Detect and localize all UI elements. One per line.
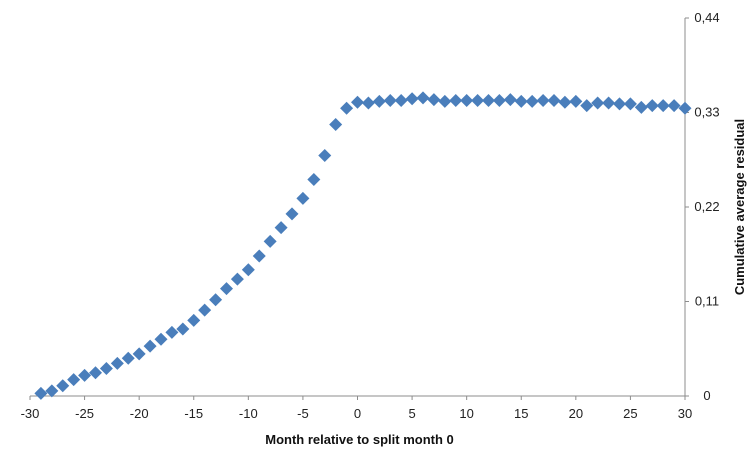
data-point bbox=[416, 91, 430, 105]
data-point bbox=[634, 100, 648, 114]
data-point bbox=[78, 368, 92, 382]
data-point bbox=[645, 99, 659, 113]
data-point bbox=[165, 325, 179, 339]
data-points bbox=[34, 91, 692, 400]
x-tick-label: 20 bbox=[569, 406, 583, 421]
data-point bbox=[67, 373, 81, 387]
data-point bbox=[318, 148, 332, 162]
data-point bbox=[252, 249, 266, 263]
data-point bbox=[427, 93, 441, 107]
data-point bbox=[121, 351, 135, 365]
data-point bbox=[132, 347, 146, 361]
data-point bbox=[394, 93, 408, 107]
x-tick-label: 25 bbox=[623, 406, 637, 421]
y-axis-tick-labels: 0 0,11 0,22 0,33 0,44 bbox=[694, 10, 719, 403]
data-point bbox=[514, 94, 528, 108]
x-tick-label: -10 bbox=[239, 406, 258, 421]
y-tick-label: 0,44 bbox=[694, 10, 719, 25]
data-point bbox=[263, 234, 277, 248]
data-point bbox=[89, 366, 102, 380]
data-point bbox=[471, 93, 485, 107]
data-point bbox=[656, 99, 670, 113]
y-tick-label: 0,22 bbox=[694, 199, 719, 214]
data-point bbox=[492, 93, 506, 107]
x-tick-label: -15 bbox=[184, 406, 203, 421]
y-tick-label: 0,33 bbox=[694, 105, 719, 120]
axes bbox=[29, 17, 689, 400]
x-axis-title: Month relative to split month 0 bbox=[265, 432, 454, 447]
x-tick-label: 15 bbox=[514, 406, 528, 421]
data-point bbox=[667, 99, 681, 113]
data-point bbox=[154, 332, 168, 346]
data-point bbox=[383, 93, 397, 107]
data-point bbox=[209, 293, 223, 307]
data-point bbox=[623, 97, 637, 111]
data-point bbox=[591, 96, 605, 110]
data-point bbox=[296, 191, 310, 205]
data-point bbox=[241, 263, 255, 277]
data-point bbox=[45, 384, 59, 398]
x-tick-label: 10 bbox=[459, 406, 473, 421]
data-point bbox=[143, 339, 157, 353]
data-point bbox=[329, 118, 343, 132]
data-point bbox=[449, 93, 463, 107]
data-point bbox=[176, 322, 190, 336]
data-point bbox=[613, 97, 626, 111]
data-point bbox=[110, 356, 124, 370]
y-tick-label: 0 bbox=[703, 388, 710, 403]
data-point bbox=[198, 303, 212, 317]
x-tick-label: -5 bbox=[297, 406, 309, 421]
data-point bbox=[351, 95, 364, 109]
data-point bbox=[503, 93, 517, 107]
x-tick-label: -30 bbox=[21, 406, 40, 421]
data-point bbox=[274, 221, 288, 235]
data-point bbox=[230, 272, 244, 286]
data-point bbox=[558, 95, 572, 109]
data-point bbox=[372, 94, 386, 108]
data-point bbox=[361, 96, 375, 110]
x-tick-label: 5 bbox=[408, 406, 415, 421]
y-axis-title: Cumulative average residual bbox=[732, 119, 747, 295]
data-point bbox=[536, 93, 550, 107]
x-tick-label: -20 bbox=[130, 406, 149, 421]
data-point bbox=[220, 282, 233, 296]
data-point bbox=[56, 379, 70, 393]
data-point bbox=[438, 94, 452, 108]
data-point bbox=[340, 101, 354, 115]
data-point bbox=[307, 173, 321, 187]
x-axis-tick-labels: -30 -25 -20 -15 -10 -5 0 5 10 15 20 25 30 bbox=[21, 406, 693, 421]
data-point bbox=[525, 94, 539, 108]
data-point bbox=[678, 101, 692, 115]
data-point bbox=[187, 313, 201, 327]
data-point bbox=[99, 362, 113, 376]
data-point bbox=[547, 93, 561, 107]
data-point bbox=[34, 386, 48, 400]
x-tick-label: 0 bbox=[354, 406, 361, 421]
data-point bbox=[460, 93, 474, 107]
y-tick-label: 0,11 bbox=[695, 294, 719, 309]
data-point bbox=[569, 94, 583, 108]
data-point bbox=[405, 92, 419, 106]
data-point bbox=[602, 96, 616, 110]
data-point bbox=[580, 99, 594, 113]
data-point bbox=[482, 93, 495, 107]
data-point bbox=[285, 207, 299, 221]
x-tick-label: -25 bbox=[75, 406, 94, 421]
x-tick-label: 30 bbox=[678, 406, 692, 421]
